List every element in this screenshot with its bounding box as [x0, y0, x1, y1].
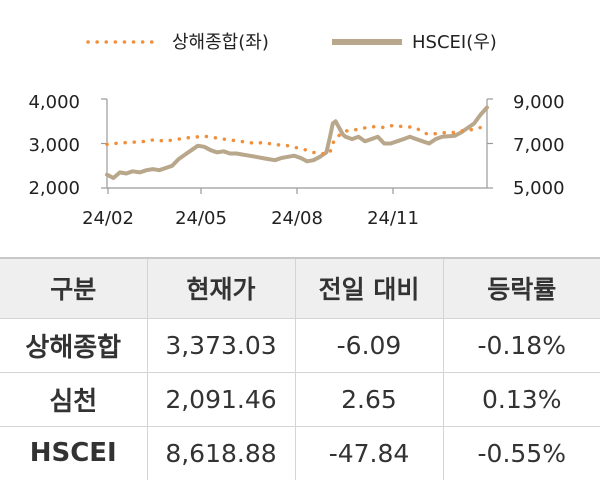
table-row: HSCEI 8,618.88 -47.84 -0.55% [0, 426, 600, 480]
row-pct: -0.55% [442, 426, 600, 480]
table-header-row: 구분 현재가 전일 대비 등락률 [0, 257, 600, 318]
right-y-tick-label: 7,000 [513, 135, 565, 156]
row-price: 3,373.03 [146, 318, 295, 372]
right-y-tick-label: 9,000 [513, 92, 565, 113]
x-tick-label: 24/08 [271, 208, 323, 229]
legend-label-shanghai: 상해종합(좌) [172, 32, 269, 53]
column-header-pct: 등락률 [442, 257, 600, 318]
row-price: 2,091.46 [146, 372, 295, 426]
series-line-hscei [105, 105, 489, 180]
left-y-tick-label: 4,000 [28, 92, 80, 113]
table-row: 심천 2,091.46 2.65 0.13% [0, 372, 600, 426]
series-line-shanghai [105, 123, 489, 156]
column-header-change: 전일 대비 [294, 257, 443, 318]
left-y-tick-label: 2,000 [28, 178, 80, 199]
x-tick-label: 24/11 [367, 208, 419, 229]
row-name: 상해종합 [25, 332, 122, 363]
index-quote-table: 구분 현재가 전일 대비 등락률 상해종합 3,373.03 -6.09 -0.… [0, 257, 600, 480]
x-tick-label: 24/05 [175, 208, 227, 229]
tick-labels: 4,000 3,000 2,000 9,000 7,000 5,000 24/0… [28, 92, 564, 229]
row-pct: 0.13% [442, 372, 600, 426]
row-name: 심천 [49, 386, 98, 417]
chart-legend: 상해종합(좌) HSCEI(우) [86, 32, 497, 53]
left-y-tick-label: 3,000 [28, 135, 80, 156]
row-price: 8,618.88 [146, 426, 295, 480]
table-row: 상해종합 3,373.03 -6.09 -0.18% [0, 318, 600, 372]
series-layer [105, 105, 489, 180]
legend-label-hscei: HSCEI(우) [412, 32, 497, 53]
right-y-tick-label: 5,000 [513, 178, 565, 199]
column-header-price: 현재가 [146, 257, 295, 318]
row-change: 2.65 [294, 372, 443, 426]
row-pct: -0.18% [442, 318, 600, 372]
dual-axis-line-chart: 상해종합(좌) HSCEI(우) 4,000 3,000 2,000 9,000… [28, 32, 564, 229]
column-header-category: 구분 [0, 257, 147, 318]
row-name: HSCEI [29, 438, 117, 469]
row-change: -6.09 [294, 318, 443, 372]
row-change: -47.84 [294, 426, 443, 480]
x-tick-label: 24/02 [82, 208, 134, 229]
